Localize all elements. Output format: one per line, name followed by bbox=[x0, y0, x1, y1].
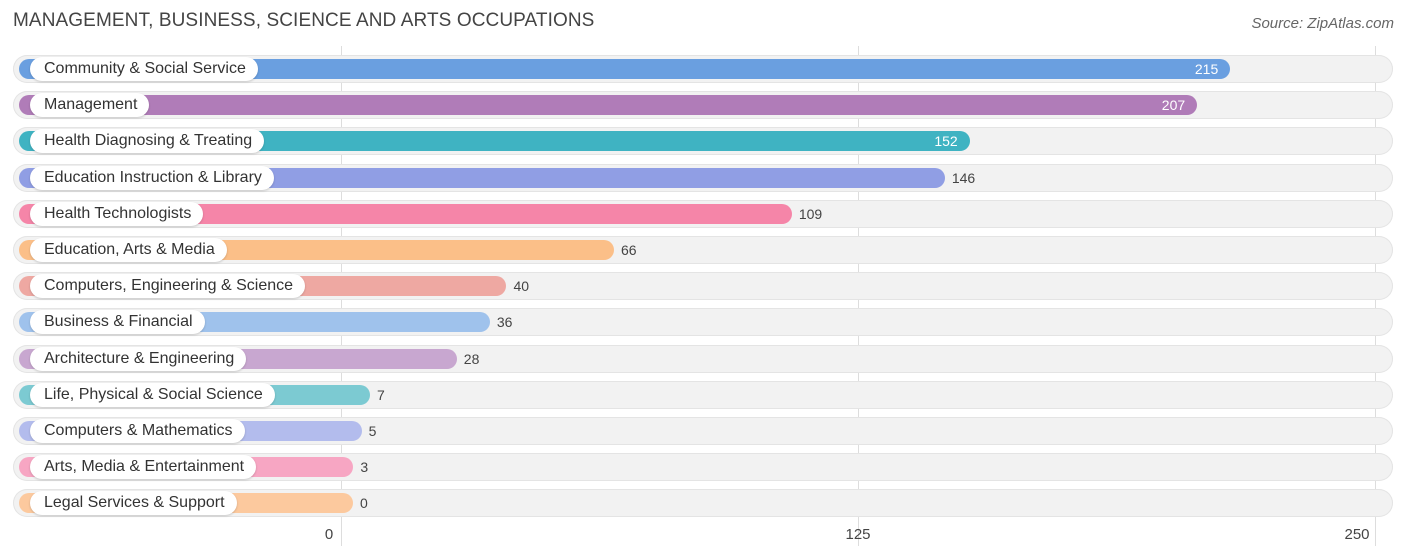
category-label: Management bbox=[30, 93, 150, 118]
x-tick-label: 125 bbox=[845, 526, 871, 543]
chart-title: MANAGEMENT, BUSINESS, SCIENCE AND ARTS O… bbox=[13, 10, 595, 31]
category-label: Computers, Engineering & Science bbox=[30, 274, 306, 299]
category-label: Architecture & Engineering bbox=[30, 346, 247, 371]
category-label: Life, Physical & Social Science bbox=[30, 382, 275, 407]
value-label: 0 bbox=[360, 495, 368, 512]
value-label: 28 bbox=[463, 350, 480, 367]
value-label: 207 bbox=[1161, 97, 1186, 114]
value-label: 215 bbox=[1194, 61, 1219, 77]
value-label: 66 bbox=[620, 242, 637, 258]
category-label: Education Instruction & Library bbox=[30, 165, 274, 190]
category-label: Computers & Mathematics bbox=[30, 419, 245, 443]
value-label: 152 bbox=[934, 133, 958, 150]
value-label: 7 bbox=[376, 386, 385, 403]
x-tick-label: 0 bbox=[324, 526, 334, 543]
bar[interactable] bbox=[19, 95, 1198, 116]
bar[interactable] bbox=[19, 59, 1231, 79]
value-label: 5 bbox=[368, 423, 377, 439]
category-label: Business & Financial bbox=[30, 310, 205, 335]
source-note: Source: ZipAtlas.com bbox=[1251, 15, 1394, 32]
category-label: Community & Social Service bbox=[30, 57, 258, 81]
bar[interactable] bbox=[19, 203, 792, 224]
x-tick-label: 250 bbox=[1344, 526, 1370, 543]
value-label: 40 bbox=[513, 278, 530, 295]
category-label: Arts, Media & Entertainment bbox=[30, 455, 257, 480]
category-label: Health Technologists bbox=[30, 201, 204, 226]
value-label: 146 bbox=[951, 169, 976, 186]
value-label: 36 bbox=[496, 314, 513, 331]
category-label: Health Diagnosing & Treating bbox=[30, 129, 265, 154]
value-label: 109 bbox=[798, 205, 823, 222]
value-label: 3 bbox=[360, 459, 369, 476]
category-label: Legal Services & Support bbox=[30, 491, 237, 516]
category-label: Education, Arts & Media bbox=[30, 238, 227, 262]
